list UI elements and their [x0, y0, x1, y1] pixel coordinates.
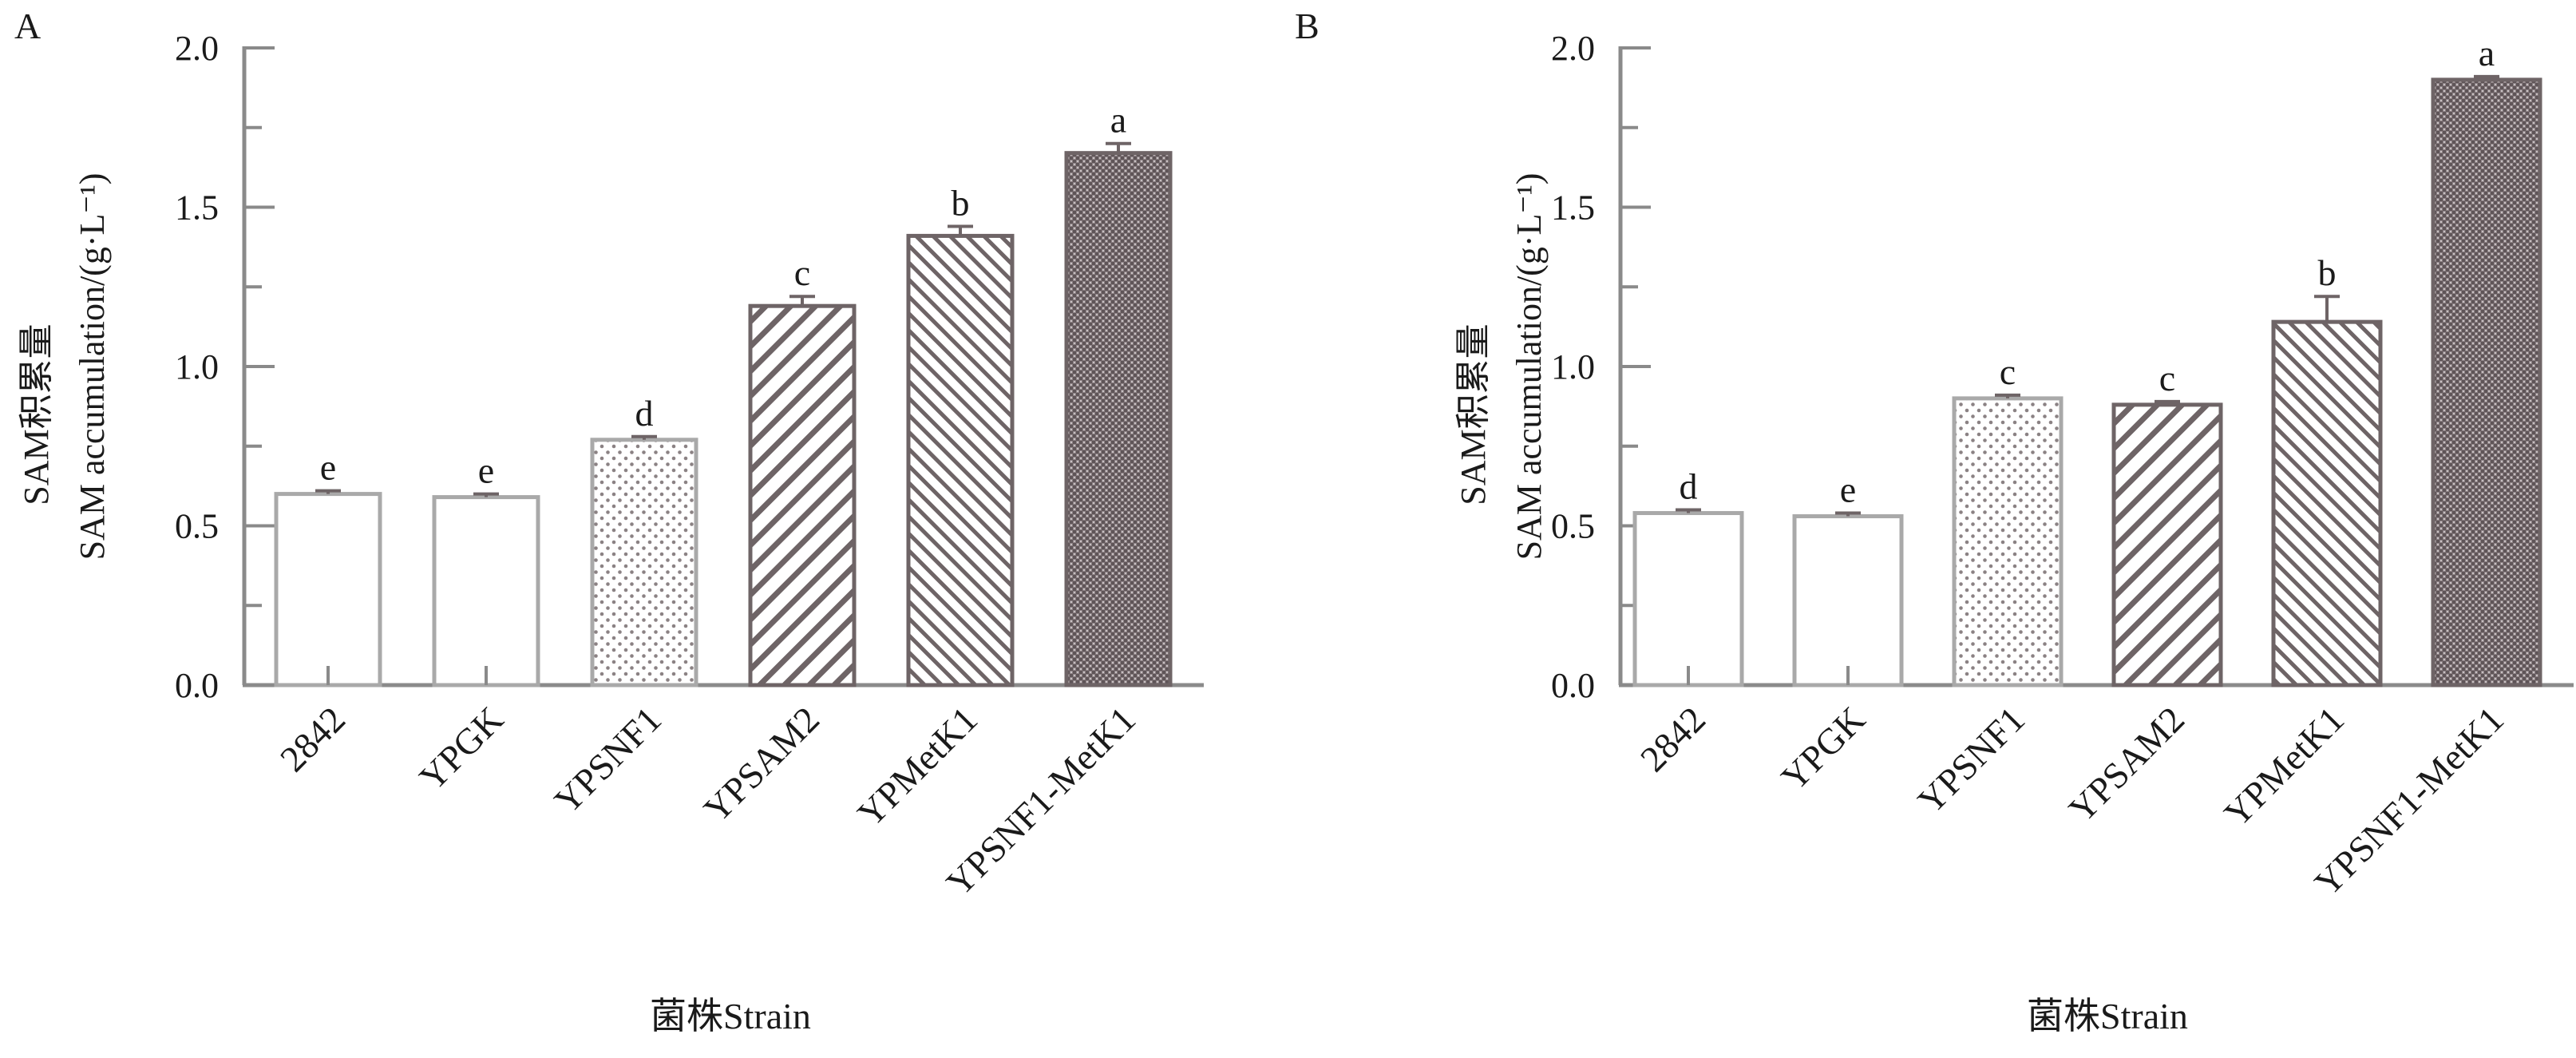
- y-tick-label: 2.0: [1551, 29, 1595, 68]
- significance-label: c: [2159, 358, 2175, 398]
- y-tick-label: 2.0: [175, 29, 219, 68]
- significance-label: b: [952, 182, 970, 223]
- significance-label: d: [1680, 466, 1698, 507]
- significance-label: e: [1840, 470, 1856, 510]
- y-tick-label: 1.5: [175, 188, 219, 228]
- y-tick-label: 1.0: [1551, 347, 1595, 386]
- x-tick-label: YPSNF1: [1909, 699, 2032, 822]
- y-tick-label: 1.5: [1551, 188, 1595, 228]
- x-tick-label: YPMetK1: [2216, 699, 2352, 834]
- x-tick-label: YPGK: [411, 699, 511, 798]
- y-axis-label-en: SAM accumulation/(g·L⁻¹): [1510, 173, 1549, 561]
- y-tick-label: 0.0: [1551, 666, 1595, 705]
- bar: [1952, 396, 2064, 688]
- significance-label: e: [320, 447, 336, 488]
- bar: [590, 438, 698, 688]
- x-tick-label: YPMetK1: [849, 699, 985, 834]
- y-axis-label-cn: SAM积累量: [1454, 323, 1493, 505]
- bar: [1064, 151, 1173, 688]
- x-tick-label: YPSNF1: [546, 699, 669, 822]
- bar: [2111, 402, 2223, 688]
- panel-label: A: [14, 6, 41, 46]
- x-axis-label: 菌株Strain: [2027, 996, 2188, 1036]
- y-tick-label: 0.0: [175, 666, 219, 705]
- significance-label: b: [2318, 252, 2337, 293]
- x-tick-label: 2842: [272, 699, 353, 779]
- bar: [1792, 514, 1904, 688]
- y-tick-label: 1.0: [175, 347, 219, 386]
- bar: [906, 233, 1015, 688]
- bar: [2271, 319, 2383, 688]
- significance-label: c: [794, 252, 810, 293]
- x-tick-label: YPSAM2: [696, 699, 827, 830]
- bar: [748, 303, 857, 688]
- y-axis-label-en: SAM accumulation/(g·L⁻¹): [73, 173, 112, 561]
- significance-label: a: [1110, 100, 1126, 141]
- x-axis-label: 菌株Strain: [650, 996, 811, 1036]
- panel-b: B 0.0 0.5 1.0 1.5 2.0 SAM积累量 SAM accumulation/(…: [1295, 6, 2574, 1036]
- y-tick-label: 0.5: [175, 507, 219, 546]
- x-tick-label: YPSAM2: [2061, 699, 2192, 830]
- significance-label: c: [2000, 351, 2016, 392]
- x-tick-label: 2842: [1632, 699, 1713, 779]
- x-tick-label: YPGK: [1773, 699, 1873, 798]
- bar: [432, 495, 540, 688]
- y-tick-label: 0.5: [1551, 507, 1595, 546]
- significance-label: a: [2479, 33, 2495, 73]
- bar: [274, 492, 382, 688]
- significance-label: d: [635, 393, 654, 434]
- significance-label: e: [478, 450, 494, 491]
- bar: [2431, 77, 2542, 688]
- panel-a: A 0.0 0.5 1.0 1.5 2.0 SAM积累量 SAM accumulation/(…: [14, 6, 1204, 1036]
- bar: [1632, 511, 1744, 688]
- panel-label: B: [1295, 6, 1320, 46]
- y-axis-label-cn: SAM积累量: [17, 323, 56, 505]
